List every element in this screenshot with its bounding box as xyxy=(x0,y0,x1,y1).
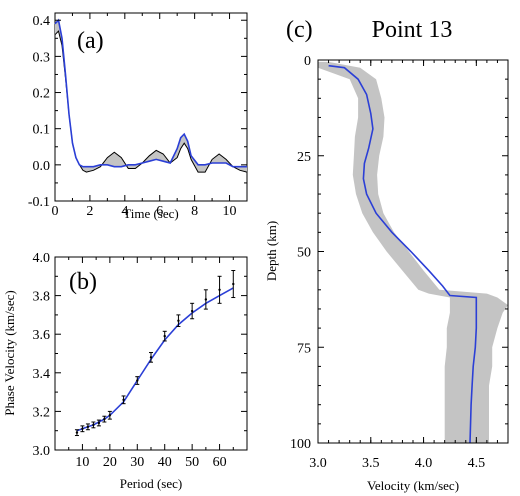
panel-c-xtick-label: 3.0 xyxy=(309,456,327,471)
panel-c-ytick-label: 100 xyxy=(290,437,311,452)
panel-c-xtick-label: 3.5 xyxy=(362,456,380,471)
panel-c-xlabel: Velocity (km/sec) xyxy=(367,478,459,493)
panel-c-ytick-label: 50 xyxy=(297,246,311,261)
panel-b-xtick-label: 40 xyxy=(158,455,172,470)
panel-b-xtick-label: 30 xyxy=(130,455,144,470)
panel-a-ytick-label: -0.1 xyxy=(28,195,50,210)
panel-b-data-point xyxy=(92,423,95,427)
panel-a-xtick-label: 2 xyxy=(86,204,93,219)
panel-c-ytick-label: 0 xyxy=(304,54,311,69)
panel-a-xtick-label: 10 xyxy=(223,204,237,219)
panel-c-label: (c) xyxy=(286,17,313,43)
panel-b-data-point xyxy=(204,298,208,301)
panel-a-xtick-label: 0 xyxy=(52,204,59,219)
panel-b-ytick-label: 3.6 xyxy=(33,328,51,343)
panel-b-data-point xyxy=(136,379,139,382)
panel-b-data-point xyxy=(232,282,235,286)
panel-b-data-point xyxy=(86,425,90,429)
panel-b-xlabel: Period (sec) xyxy=(120,476,182,491)
panel-b-ytick-label: 4.0 xyxy=(33,251,51,266)
panel-a-xtick-label: 8 xyxy=(191,204,198,219)
panel-b-xtick-label: 50 xyxy=(185,455,199,470)
panel-a-xtick-label: 4 xyxy=(121,204,128,219)
panel-b-label: (b) xyxy=(69,269,97,295)
panel-c-xtick-label: 4.0 xyxy=(415,456,433,471)
panel-b-xtick-label: 60 xyxy=(213,455,227,470)
panel-c-model-line xyxy=(328,64,478,444)
panel-b-xtick-label: 10 xyxy=(75,455,89,470)
panel-b-ytick-label: 3.0 xyxy=(33,444,51,459)
panel-c-velocity-model xyxy=(328,64,478,444)
panel-b-data-point xyxy=(149,356,153,359)
panel-b-ytick-label: 3.2 xyxy=(33,405,51,420)
panel-c-uncertainty-band xyxy=(318,61,508,444)
panel-b-ytick-label: 3.8 xyxy=(33,290,51,305)
panel-a-chart: 0 2 4 6 8 10 -0.1 0.0 0.1 0.2 0.3 0.4 (a) Time (sec… xyxy=(28,12,248,221)
panel-b-data-point xyxy=(108,414,112,417)
panel-b-data-point xyxy=(218,288,221,292)
panel-a-xtick-label: 6 xyxy=(156,204,163,219)
panel-a-ytick-label: 0.3 xyxy=(33,50,51,65)
panel-a-frame xyxy=(54,12,248,202)
panel-b-ytick-label: 3.4 xyxy=(33,367,51,382)
panel-b-data-point xyxy=(103,417,106,421)
panel-c-ytick-label: 25 xyxy=(297,150,311,165)
panel-b-data-point xyxy=(81,427,84,430)
panel-b-data-point xyxy=(122,398,125,402)
panel-c-chart: 3.0 3.5 4.0 4.5 0 25 50 75 100 (c) Point 13 Velo… xyxy=(264,17,509,493)
panel-c-ylabel: Depth (km) xyxy=(264,221,279,281)
panel-b-xtick-label: 20 xyxy=(103,455,117,470)
panel-b-data-point xyxy=(177,319,180,322)
panel-c-ytick-label: 75 xyxy=(297,341,311,356)
panel-b-ticks: 10 20 30 40 50 60 3.0 3.2 3.4 3.6 3.8 4.0 xyxy=(33,251,248,470)
panel-a-ytick-label: 0.2 xyxy=(33,87,51,102)
panel-a-ticks: 0 2 4 6 8 10 -0.1 0.0 0.1 0.2 0.3 0.4 xyxy=(28,13,248,219)
panel-b-model-line xyxy=(76,287,234,432)
panel-c-band-area xyxy=(318,61,508,444)
panel-a-xlabel: Time (sec) xyxy=(123,206,179,221)
panel-a-ytick-label: 0.0 xyxy=(33,159,51,174)
panel-b-model-curve xyxy=(76,287,234,432)
panel-b-observations xyxy=(74,270,236,437)
panel-b-data-point xyxy=(97,421,101,425)
panel-b-data-point xyxy=(163,334,166,338)
panel-a-label: (a) xyxy=(77,28,104,54)
panel-b-data-point xyxy=(190,309,194,313)
panel-a-synthetic-line xyxy=(54,18,247,168)
panel-b-chart: 10 20 30 40 50 60 3.0 3.2 3.4 3.6 3.8 4.0 (b) Perio… xyxy=(2,251,248,491)
panel-c-ticks: 3.0 3.5 4.0 4.5 0 25 50 75 100 xyxy=(290,54,509,471)
panel-c-xtick-label: 4.5 xyxy=(468,456,486,471)
panel-c-title: Point 13 xyxy=(372,17,453,43)
panel-b-ylabel: Phase Velocity (km/sec) xyxy=(2,290,17,415)
panel-a-ytick-label: 0.1 xyxy=(33,123,51,138)
panel-a-ytick-label: 0.4 xyxy=(33,14,51,29)
panel-b-data-point xyxy=(75,431,79,434)
panel-a-waveforms xyxy=(54,18,248,173)
